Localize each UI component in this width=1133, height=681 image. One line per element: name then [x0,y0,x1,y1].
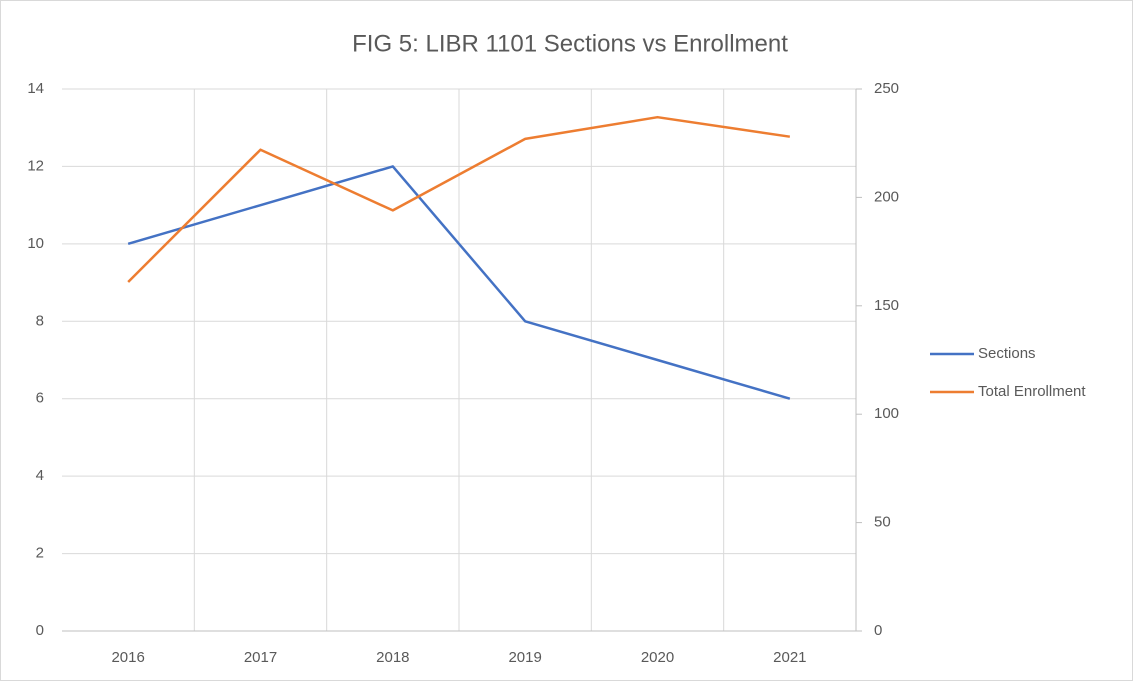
y2-tick-label: 250 [874,80,899,97]
chart-title: FIG 5: LIBR 1101 Sections vs Enrollment [352,30,788,57]
x-tick-label: 2019 [508,649,541,666]
y2-tick-label: 100 [874,405,899,422]
x-tick-label: 2021 [773,649,806,666]
x-tick-label: 2018 [376,649,409,666]
y2-tick-label: 150 [874,297,899,314]
legend-label: Sections [978,345,1036,362]
y2-tick-label: 200 [874,188,899,205]
x-tick-label: 2020 [641,649,674,666]
legend-label: Total Enrollment [978,383,1086,400]
y-tick-label: 12 [27,157,44,174]
y-tick-label: 8 [36,312,44,329]
y-tick-label: 10 [27,235,44,252]
y-tick-label: 14 [27,80,44,97]
y-tick-label: 0 [36,622,44,639]
series-line [127,165,791,400]
y-tick-label: 4 [36,467,44,484]
y2-tick-label: 0 [874,622,882,639]
x-tick-label: 2016 [111,649,144,666]
y-tick-label: 6 [36,390,44,407]
y2-tick-label: 50 [874,514,891,531]
series-line [127,115,791,283]
y-tick-label: 2 [36,545,44,562]
x-tick-label: 2017 [244,649,277,666]
